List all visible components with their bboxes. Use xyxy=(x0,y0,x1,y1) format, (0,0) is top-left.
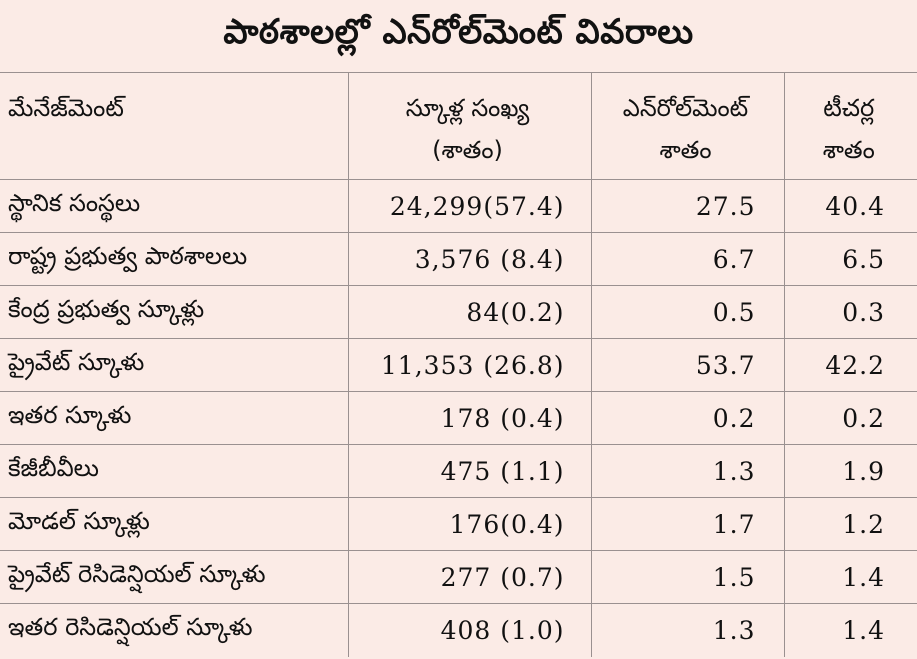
cell-schools: 11,353 (26.8) xyxy=(347,338,591,392)
cell-enrollment: 1.3 xyxy=(590,603,784,657)
cell-management: ఇతర రెసిడెన్షియల్‌ స్కూళు xyxy=(0,603,348,657)
table-row: కేంద్ర ప్రభుత్వ స్కూళ్లు 84(0.2) 0.5 0.3 xyxy=(0,285,917,339)
enrollment-table: మేనేజ్‌మెంట్‌ స్కూళ్ల సంఖ్య (శాతం) ఎన్‌ర… xyxy=(0,72,917,657)
cell-schools: 475 (1.1) xyxy=(347,444,591,498)
table-row: ప్రైవేట్‌ రెసిడెన్షియల్‌ స్కూళు 277 (0.7… xyxy=(0,550,917,604)
cell-teachers: 6.5 xyxy=(783,232,917,286)
table-row: మోడల్‌ స్కూళ్లు 176(0.4) 1.7 1.2 xyxy=(0,497,917,551)
cell-schools: 178 (0.4) xyxy=(347,391,591,445)
cell-management: ప్రైవేట్‌ రెసిడెన్షియల్‌ స్కూళు xyxy=(0,550,348,604)
header-enrollment-line1: ఎన్‌రోల్‌మెంట్‌ xyxy=(622,94,749,122)
header-enrollment-line2: శాతం xyxy=(659,136,712,164)
header-management: మేనేజ్‌మెంట్‌ xyxy=(0,72,348,180)
table-row: రాష్ట్ర ప్రభుత్వ పాఠశాలలు 3,576 (8.4) 6.… xyxy=(0,232,917,286)
cell-enrollment: 27.5 xyxy=(590,179,784,233)
cell-management: రాష్ట్ర ప్రభుత్వ పాఠశాలలు xyxy=(0,232,348,286)
cell-enrollment: 0.5 xyxy=(590,285,784,339)
table-row: కేజీబీవీలు 475 (1.1) 1.3 1.9 xyxy=(0,444,917,498)
header-enrollment: ఎన్‌రోల్‌మెంట్‌ శాతం xyxy=(590,72,784,180)
table-row: ఇతర స్కూళు 178 (0.4) 0.2 0.2 xyxy=(0,391,917,445)
header-teachers: టీచర్ల శాతం xyxy=(783,72,917,180)
cell-enrollment: 1.3 xyxy=(590,444,784,498)
cell-enrollment: 0.2 xyxy=(590,391,784,445)
cell-teachers: 1.4 xyxy=(783,550,917,604)
cell-schools: 277 (0.7) xyxy=(347,550,591,604)
cell-teachers: 0.2 xyxy=(783,391,917,445)
cell-management: కేజీబీవీలు xyxy=(0,444,348,498)
cell-enrollment: 53.7 xyxy=(590,338,784,392)
cell-schools: 3,576 (8.4) xyxy=(347,232,591,286)
cell-management: స్థానిక సంస్థలు xyxy=(0,179,348,233)
cell-teachers: 1.9 xyxy=(783,444,917,498)
table-header-row: మేనేజ్‌మెంట్‌ స్కూళ్ల సంఖ్య (శాతం) ఎన్‌ర… xyxy=(0,72,917,180)
cell-management: ప్రైవేట్‌ స్కూళు xyxy=(0,338,348,392)
cell-enrollment: 1.7 xyxy=(590,497,784,551)
cell-enrollment: 6.7 xyxy=(590,232,784,286)
table-row: ఇతర రెసిడెన్షియల్‌ స్కూళు 408 (1.0) 1.3 … xyxy=(0,603,917,657)
cell-schools: 176(0.4) xyxy=(347,497,591,551)
cell-management: ఇతర స్కూళు xyxy=(0,391,348,445)
cell-schools: 84(0.2) xyxy=(347,285,591,339)
cell-management: మోడల్‌ స్కూళ్లు xyxy=(0,497,348,551)
header-management-label: మేనేజ్‌మెంట్‌ xyxy=(8,94,124,122)
cell-enrollment: 1.5 xyxy=(590,550,784,604)
cell-teachers: 1.2 xyxy=(783,497,917,551)
header-teachers-line2: శాతం xyxy=(822,136,875,164)
header-schools: స్కూళ్ల సంఖ్య (శాతం) xyxy=(347,72,591,180)
cell-management: కేంద్ర ప్రభుత్వ స్కూళ్లు xyxy=(0,285,348,339)
cell-schools: 408 (1.0) xyxy=(347,603,591,657)
cell-teachers: 0.3 xyxy=(783,285,917,339)
cell-schools: 24,299(57.4) xyxy=(347,179,591,233)
header-schools-line2: (శాతం) xyxy=(432,136,503,164)
page-title: పాఠశాలల్లో ఎన్‌రోల్‌మెంట్‌ వివరాలు xyxy=(223,12,694,52)
header-teachers-line1: టీచర్ల xyxy=(823,94,875,122)
cell-teachers: 1.4 xyxy=(783,603,917,657)
table-row: ప్రైవేట్‌ స్కూళు 11,353 (26.8) 53.7 42.2 xyxy=(0,338,917,392)
cell-teachers: 40.4 xyxy=(783,179,917,233)
table-row: స్థానిక సంస్థలు 24,299(57.4) 27.5 40.4 xyxy=(0,179,917,233)
cell-teachers: 42.2 xyxy=(783,338,917,392)
header-schools-line1: స్కూళ్ల సంఖ్య xyxy=(405,94,530,122)
